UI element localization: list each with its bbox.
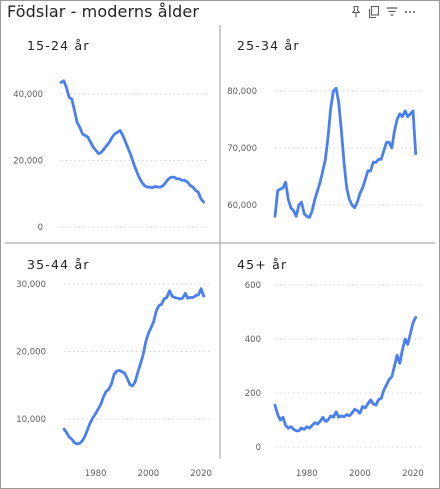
chart-title: 35-44 år	[27, 257, 90, 272]
x-tick-label: 1980	[85, 469, 107, 479]
y-tick-label: 30,000	[16, 280, 46, 290]
chart-panel-1: 15-24 år 0 20,000 40,000	[13, 38, 209, 233]
x-tick-label: 2000	[349, 469, 371, 479]
x-tick-label: 1980	[296, 469, 318, 479]
y-tick-label: 20,000	[13, 157, 43, 167]
chart-title: 45+ år	[237, 257, 287, 272]
filter-icon[interactable]	[385, 5, 399, 19]
chart-panel-3: 35-44 år 10,000 20,000 30,000	[16, 257, 209, 446]
visual-title: Födslar - moderns ålder	[7, 2, 200, 21]
chart-panel-2: 25-34 år 60,000 70,000 80,000	[227, 38, 421, 219]
x-tick-label: 2020	[402, 469, 424, 479]
more-options-icon[interactable]	[403, 5, 417, 19]
y-tick-label: 200	[245, 389, 261, 399]
series-line	[59, 79, 205, 204]
y-tick-label: 400	[245, 335, 261, 345]
x-tick-label: 2000	[138, 469, 160, 479]
y-tick-label: 40,000	[13, 90, 43, 100]
y-tick-label: 0	[256, 443, 261, 453]
series-line	[273, 86, 418, 219]
chart-panel-4: 45+ år 0 200 400 600 1980 2000 2020	[237, 257, 424, 479]
y-tick-label: 80,000	[227, 87, 257, 97]
chart-title: 15-24 år	[27, 38, 90, 53]
series-line	[273, 316, 418, 433]
copy-visual-icon[interactable]	[367, 5, 381, 19]
y-tick-label: 10,000	[16, 415, 46, 425]
y-tick-label: 600	[245, 281, 261, 291]
pin-icon[interactable]	[349, 5, 363, 19]
y-tick-label: 70,000	[227, 144, 257, 154]
chart-title: 25-34 år	[237, 38, 300, 53]
y-tick-label: 20,000	[16, 348, 46, 358]
x-tick-label: 2020	[190, 469, 212, 479]
y-tick-label: 0	[38, 223, 43, 233]
y-tick-label: 60,000	[227, 201, 257, 211]
series-line	[62, 287, 206, 446]
